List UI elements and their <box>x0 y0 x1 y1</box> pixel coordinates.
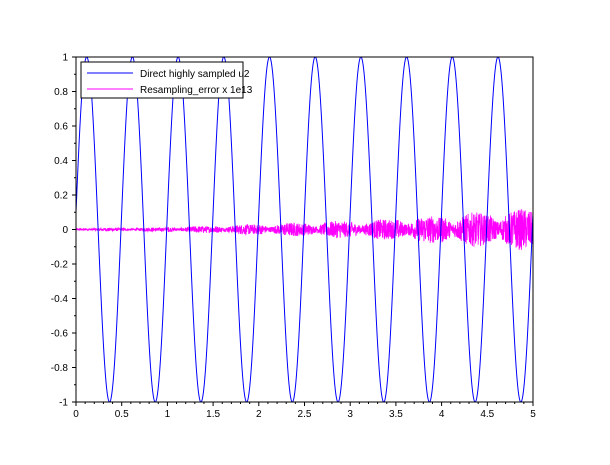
y-tick-label: 0.4 <box>54 156 68 167</box>
legend-label-error: Resampling_error x 1e13 <box>140 85 253 96</box>
y-tick-label: -1 <box>59 398 68 409</box>
series-resampling-error <box>75 209 534 250</box>
legend-label-direct: Direct highly sampled u2 <box>140 69 250 80</box>
x-tick-label: 4 <box>439 409 445 420</box>
x-tick-label: 5 <box>530 409 536 420</box>
y-tick-label: -0.8 <box>51 363 69 374</box>
series-direct-u2 <box>75 56 534 403</box>
y-tick-label: 0 <box>62 225 68 236</box>
x-tick-label: 3.5 <box>389 409 403 420</box>
x-tick-label: 0.5 <box>115 409 129 420</box>
x-tick-label: 2.5 <box>298 409 312 420</box>
y-tick-label: 0.6 <box>54 122 68 133</box>
x-tick-label: 1 <box>165 409 171 420</box>
y-tick-label: -0.4 <box>51 294 69 305</box>
y-tick-label: 0.8 <box>54 87 68 98</box>
plot-lines <box>75 56 534 403</box>
y-tick-label: 0.2 <box>54 191 68 202</box>
legend-box <box>80 61 244 99</box>
legend: Direct highly sampled u2 Resampling_erro… <box>80 61 253 99</box>
x-tick-label: 3 <box>347 409 353 420</box>
axes: 0 0.5 1 1.5 2 2.5 3 3.5 4 4.5 5 -1 -0.8 -0.6 -0.4 -0.2 0… <box>51 53 536 421</box>
x-tick-label: 0 <box>73 409 79 420</box>
x-tick-label: 4.5 <box>480 409 494 420</box>
x-tick-label: 2 <box>256 409 262 420</box>
x-tick-label: 1.5 <box>206 409 220 420</box>
y-tick-label: -0.2 <box>51 260 69 271</box>
y-tick-label: 1 <box>62 53 68 64</box>
y-tick-label: -0.6 <box>51 329 69 340</box>
